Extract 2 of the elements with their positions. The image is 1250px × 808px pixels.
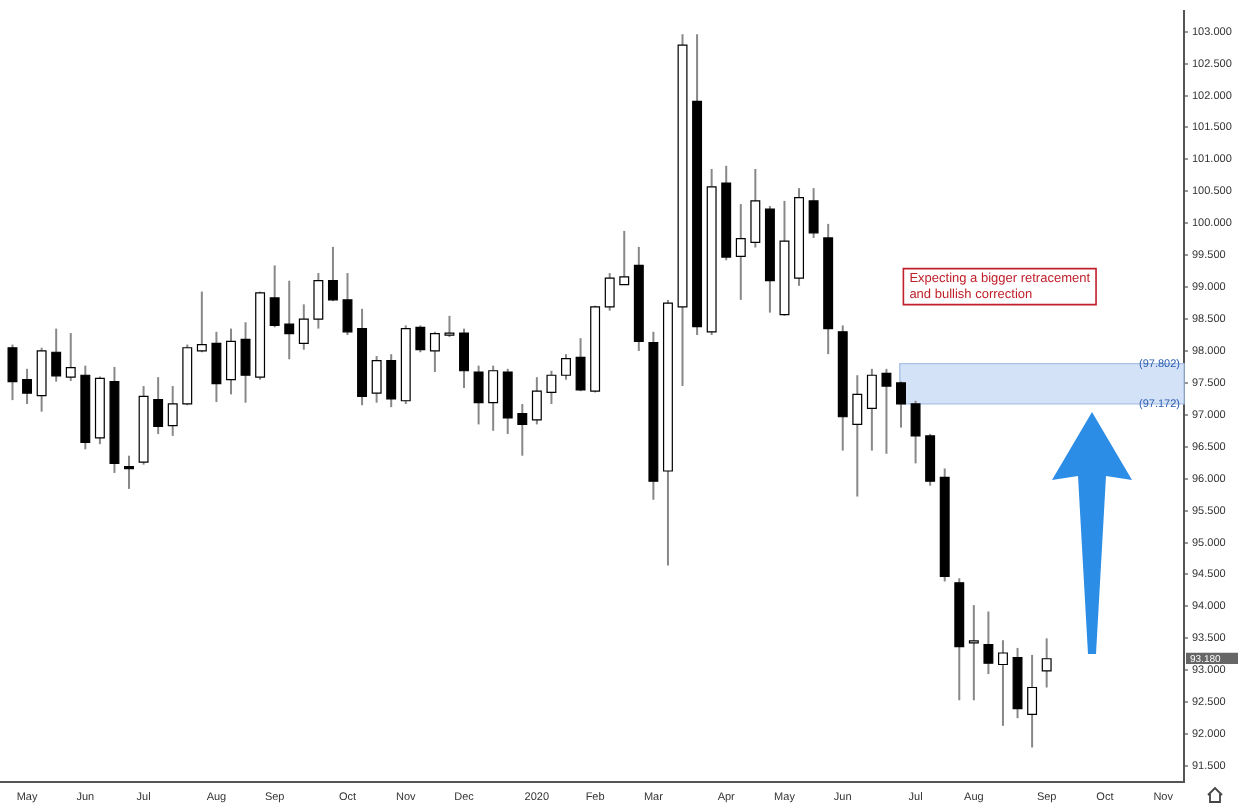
candlestick — [22, 367, 33, 405]
candlestick — [561, 353, 571, 381]
